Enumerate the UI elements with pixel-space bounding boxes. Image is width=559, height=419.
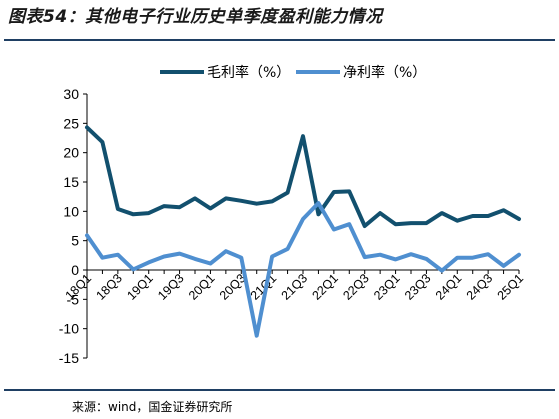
y-tick-label: 0 [71,262,79,278]
x-tick-label: 24Q1 [433,271,465,303]
x-tick-label: 25Q1 [495,271,527,303]
legend: 毛利率（%） 净利率（%） [160,64,426,81]
y-tick-label: -15 [59,350,79,366]
series-layer [85,125,521,338]
x-tick-label: 19Q3 [155,271,187,303]
series-line-gross-margin [85,125,521,228]
x-tick-label: 18Q3 [93,271,125,303]
y-tick-label: -5 [67,291,80,307]
source-note: 来源：wind，国金证券研究所 [72,400,233,414]
x-tick-label: 21Q3 [279,271,311,303]
bottom-divider [4,389,555,391]
legend-label-net-margin: 净利率（%） [343,64,426,81]
chart-title: 图表54：其他电子行业历史单季度盈利能力情况 [8,7,383,27]
y-tick-label: 30 [63,86,79,102]
y-axis: -15 -10 -5 0 5 10 15 20 25 30 [59,86,88,366]
line-chart: -15 -10 -5 0 5 10 15 20 25 30 18Q1 18Q3 19Q1 19Q3 20Q… [59,64,527,366]
x-tick-label: 23Q3 [402,271,434,303]
x-axis: 18Q1 18Q3 19Q1 19Q3 20Q1 20Q3 21Q1 21Q3 22Q1 22Q3… [63,269,527,303]
x-tick-label: 24Q3 [464,271,496,303]
y-tick-label: 15 [63,174,79,190]
y-tick-label: -10 [59,321,79,337]
legend-label-gross-margin: 毛利率（%） [207,64,290,81]
x-tick-label: 23Q1 [371,271,403,303]
x-tick-label: 20Q1 [186,271,218,303]
series-line-net-margin [85,201,521,338]
y-tick-label: 20 [63,145,79,161]
x-tick-label: 22Q1 [309,271,341,303]
y-tick-label: 25 [63,115,79,131]
top-divider [4,39,555,41]
x-tick-label: 22Q3 [340,271,372,303]
y-tick-label: 10 [63,203,79,219]
y-tick-label: 5 [71,233,79,249]
x-tick-label: 19Q1 [124,271,156,303]
